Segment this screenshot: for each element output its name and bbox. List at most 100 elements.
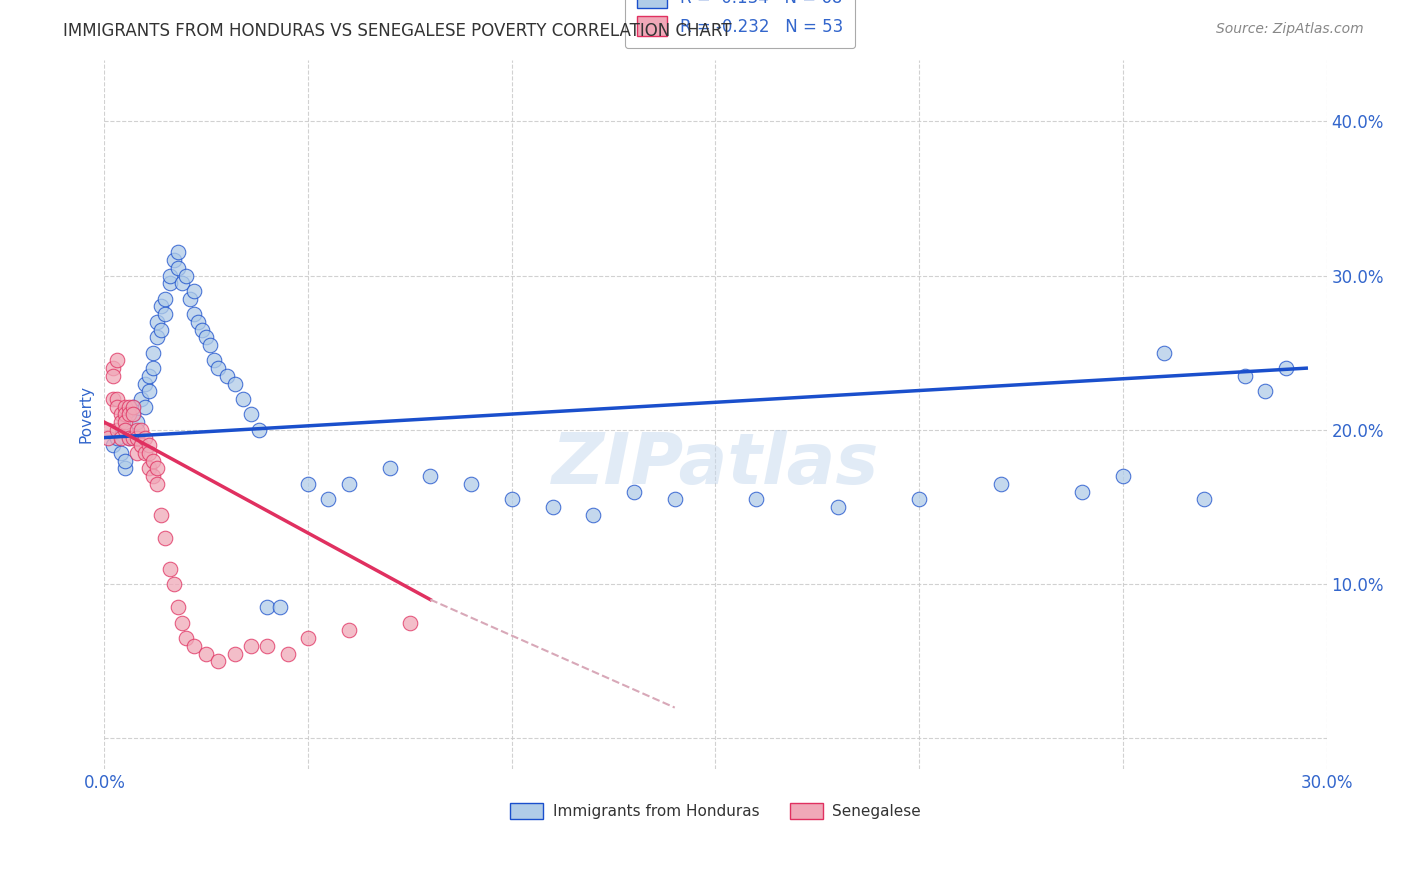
Point xyxy=(1071,484,1094,499)
Point xyxy=(337,476,360,491)
Point xyxy=(200,338,222,352)
Point xyxy=(187,315,209,329)
Point xyxy=(110,415,132,429)
Point xyxy=(990,476,1012,491)
Point xyxy=(114,415,136,429)
Point xyxy=(122,431,145,445)
Point xyxy=(664,492,686,507)
Point xyxy=(142,361,165,376)
Point xyxy=(297,631,319,645)
Point xyxy=(142,345,165,359)
Point xyxy=(129,423,152,437)
Point xyxy=(129,438,152,452)
Point xyxy=(195,330,218,344)
Point xyxy=(138,446,160,460)
Point xyxy=(541,500,564,514)
Point xyxy=(101,438,124,452)
Point xyxy=(122,408,145,422)
Point xyxy=(256,639,278,653)
Point xyxy=(582,508,605,522)
Point xyxy=(202,353,225,368)
Point xyxy=(101,368,124,383)
Point xyxy=(114,454,136,468)
Point xyxy=(162,577,184,591)
Point xyxy=(269,600,291,615)
Text: IMMIGRANTS FROM HONDURAS VS SENEGALESE POVERTY CORRELATION CHART: IMMIGRANTS FROM HONDURAS VS SENEGALESE P… xyxy=(63,22,731,40)
Point xyxy=(170,277,193,291)
Point xyxy=(170,615,193,630)
Point xyxy=(908,492,931,507)
Point xyxy=(232,392,254,406)
Point xyxy=(105,423,128,437)
Point xyxy=(207,654,229,668)
Text: Source: ZipAtlas.com: Source: ZipAtlas.com xyxy=(1216,22,1364,37)
Point xyxy=(745,492,768,507)
Point xyxy=(101,392,124,406)
Point xyxy=(183,284,205,298)
Point xyxy=(118,431,141,445)
Point xyxy=(623,484,645,499)
Point xyxy=(134,376,156,391)
Point xyxy=(114,461,136,475)
Point xyxy=(155,531,177,545)
Point xyxy=(114,400,136,414)
Point xyxy=(191,323,214,337)
Point xyxy=(166,245,188,260)
Point xyxy=(162,253,184,268)
Point xyxy=(179,292,201,306)
Point xyxy=(105,431,128,445)
Point xyxy=(122,400,145,414)
Point xyxy=(318,492,340,507)
Point xyxy=(166,260,188,275)
Point xyxy=(207,361,229,376)
Point xyxy=(150,300,173,314)
Point xyxy=(110,446,132,460)
Point xyxy=(419,469,441,483)
Point xyxy=(155,307,177,321)
Point xyxy=(134,446,156,460)
Point xyxy=(105,353,128,368)
Point xyxy=(110,431,132,445)
Point xyxy=(118,400,141,414)
Point xyxy=(297,476,319,491)
Point xyxy=(114,423,136,437)
Y-axis label: Poverty: Poverty xyxy=(79,385,93,443)
Point xyxy=(501,492,523,507)
Point xyxy=(240,639,263,653)
Point xyxy=(138,461,160,475)
Point xyxy=(114,408,136,422)
Point xyxy=(256,600,278,615)
Point xyxy=(183,639,205,653)
Point xyxy=(138,438,160,452)
Point xyxy=(183,307,205,321)
Point xyxy=(122,408,145,422)
Point xyxy=(337,624,360,638)
Point xyxy=(97,423,120,437)
Point xyxy=(129,392,152,406)
Point xyxy=(378,461,401,475)
Point xyxy=(460,476,482,491)
Point xyxy=(138,384,160,399)
Point xyxy=(166,600,188,615)
Point xyxy=(150,323,173,337)
Point xyxy=(125,431,148,445)
Point xyxy=(101,361,124,376)
Point xyxy=(240,408,263,422)
Point xyxy=(1153,345,1175,359)
Point xyxy=(155,292,177,306)
Point xyxy=(277,647,299,661)
Point xyxy=(105,400,128,414)
Point xyxy=(399,615,422,630)
Point xyxy=(1275,361,1298,376)
Point xyxy=(125,446,148,460)
Point xyxy=(1194,492,1216,507)
Point xyxy=(138,368,160,383)
Point xyxy=(827,500,849,514)
Point xyxy=(122,400,145,414)
Point xyxy=(134,400,156,414)
Point xyxy=(114,423,136,437)
Point xyxy=(134,431,156,445)
Point xyxy=(1254,384,1277,399)
Point xyxy=(97,431,120,445)
Text: ZIPatlas: ZIPatlas xyxy=(551,430,879,499)
